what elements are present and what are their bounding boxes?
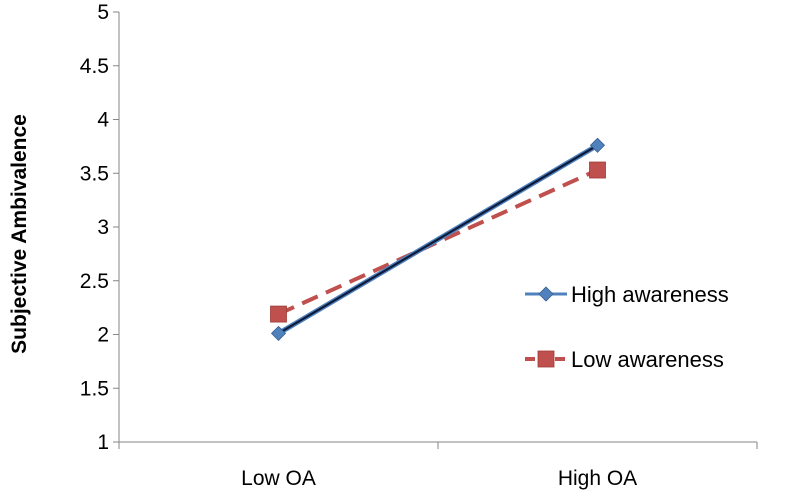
data-point (270, 325, 287, 341)
y-axis-title: Subjective Ambivalence (8, 114, 31, 354)
legend-label: Low awareness (571, 347, 724, 372)
y-tick-label: 3.5 (80, 162, 109, 185)
legend-item: High awareness (525, 282, 729, 307)
legend-marker (538, 286, 554, 302)
legend-label: High awareness (571, 282, 729, 307)
y-tick-label: 1.5 (80, 377, 109, 400)
x-tick-label: Low OA (241, 467, 316, 490)
y-tick-label: 2 (97, 324, 109, 347)
legend: High awareness Low awareness (525, 282, 729, 372)
series-line (277, 168, 599, 316)
x-axis: Low OA High OA (118, 441, 758, 490)
x-tick-label: High OA (558, 467, 637, 490)
series-high-awareness (270, 137, 606, 341)
data-point (270, 305, 287, 323)
series-layer (270, 137, 606, 341)
y-tick-label: 2.5 (80, 270, 109, 293)
y-tick-label: 1 (97, 431, 109, 454)
y-tick-label: 4 (97, 109, 109, 132)
series-low-awareness (270, 161, 606, 323)
data-point (589, 137, 606, 153)
y-tick-label: 5 (97, 1, 109, 24)
series-line (277, 144, 599, 335)
legend-item: Low awareness (525, 347, 724, 372)
y-tick-label: 4.5 (80, 55, 109, 78)
y-tick-label: 3 (97, 216, 109, 239)
data-point (589, 161, 606, 179)
legend-marker (537, 350, 555, 368)
y-axis: 1 1.5 2 2.5 3 3.5 4 4.5 5 (80, 1, 120, 454)
